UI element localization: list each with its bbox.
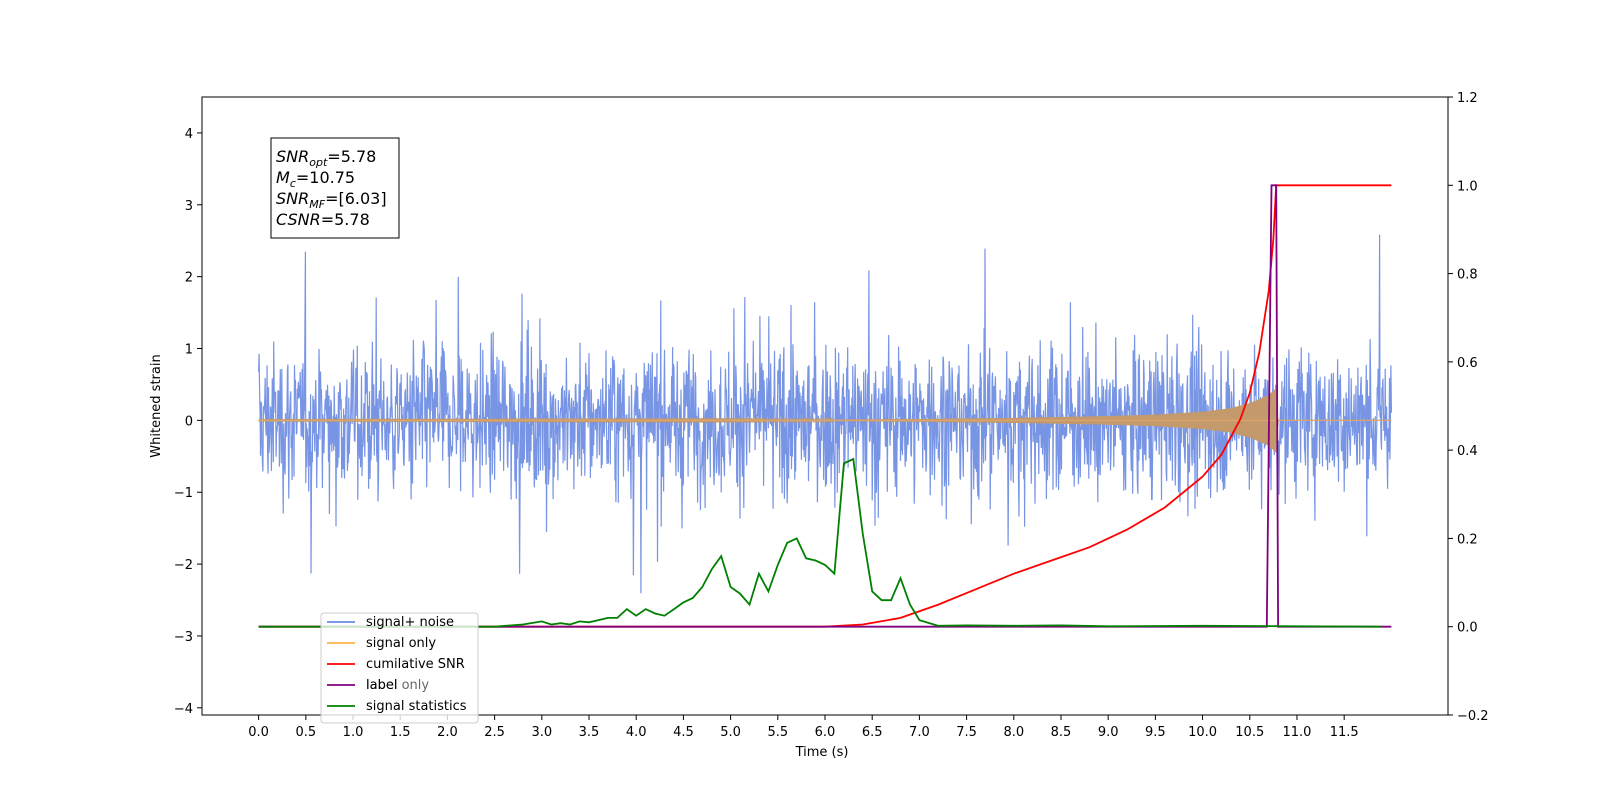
y-right-tick-label: 0.0: [1457, 621, 1478, 636]
x-tick-label: 5.0: [720, 725, 741, 740]
x-tick-label: 10.0: [1188, 725, 1217, 740]
y-left-tick-label: 3: [185, 199, 193, 214]
y-left-tick-label: −2: [174, 558, 193, 573]
x-tick-label: 9.0: [1098, 725, 1119, 740]
y-right-tick-label: −0.2: [1457, 709, 1489, 724]
annotation-line: CSNR=5.78: [276, 210, 370, 229]
legend-label: label: [366, 678, 397, 693]
x-axis-label: Time (s): [795, 745, 849, 760]
x-tick-label: 1.0: [343, 725, 364, 740]
x-tick-label: 9.5: [1145, 725, 1166, 740]
y-right-tick-label: 0.2: [1457, 532, 1478, 547]
x-tick-label: 11.0: [1282, 725, 1311, 740]
x-tick-label: 10.5: [1235, 725, 1264, 740]
x-tick-label: 0.5: [295, 725, 316, 740]
y-left-tick-label: −1: [174, 486, 193, 501]
y-left-tick-label: 2: [185, 271, 193, 286]
x-tick-label: 8.0: [1003, 725, 1024, 740]
y-left-tick-label: 1: [185, 343, 193, 358]
y-right-tick-label: 1.0: [1457, 179, 1478, 194]
x-tick-label: 1.5: [390, 725, 411, 740]
annotation-line: SNRMF=[6.03]: [276, 189, 387, 211]
y-left-tick-label: −4: [174, 702, 193, 717]
x-tick-label: 7.5: [956, 725, 977, 740]
y-axis-label-left: Whitened strain: [149, 354, 164, 457]
legend: signal+ noise signal only cumilative SNR la…: [320, 612, 479, 724]
x-tick-label: 0.0: [248, 725, 269, 740]
x-tick-label: 3.0: [531, 725, 552, 740]
annotation-line: Mc=10.75: [276, 168, 355, 190]
x-tick-label: 7.0: [909, 725, 930, 740]
x-tick-label: 6.0: [815, 725, 836, 740]
legend-label-hidden: label only: [366, 678, 429, 693]
series-cumulative-snr: [258, 184, 1392, 628]
annotation-line: SNRopt=5.78: [276, 147, 376, 169]
x-axis: 0.0 0.5 1.0 1.5 2.0 2.5 3.0 3.5 4.0 4.5 5.0 5.5 6.0 6…: [248, 715, 1359, 740]
annotation-frame: [270, 137, 400, 239]
legend-label: signal+ noise: [366, 615, 454, 630]
y-left-tick-label: 0: [185, 414, 193, 429]
y-left-tick-label: 4: [185, 127, 193, 142]
x-tick-label: 4.0: [626, 725, 647, 740]
x-tick-label: 4.5: [673, 725, 694, 740]
x-tick-label: 5.5: [767, 725, 788, 740]
x-tick-label: 3.5: [579, 725, 600, 740]
y-axis-right: 1.2 1.0 0.8 0.6 0.4 0.2 0.0 −0.2: [1448, 91, 1489, 724]
x-tick-label: 8.5: [1051, 725, 1072, 740]
y-left-tick-label: −3: [174, 630, 193, 645]
y-axis-left: 4 3 2 1 0 −1 −2 −3 −4: [174, 127, 202, 717]
y-right-tick-label: 0.8: [1457, 268, 1478, 283]
series-signal-statistics: [258, 457, 1382, 628]
legend-label: signal only: [366, 636, 436, 651]
legend-frame: [320, 612, 479, 724]
legend-label: signal statistics: [366, 699, 467, 714]
legend-label: cumilative SNR: [366, 657, 465, 672]
y-right-tick-label: 1.2: [1457, 91, 1478, 106]
x-tick-label: 6.5: [862, 725, 883, 740]
y-right-tick-label: 0.4: [1457, 444, 1478, 459]
x-tick-label: 11.5: [1330, 725, 1359, 740]
series-signal-plus-noise: [258, 234, 1392, 594]
x-tick-label: 2.0: [437, 725, 458, 740]
y-right-tick-label: 0.6: [1457, 356, 1478, 371]
x-tick-label: 2.5: [484, 725, 505, 740]
